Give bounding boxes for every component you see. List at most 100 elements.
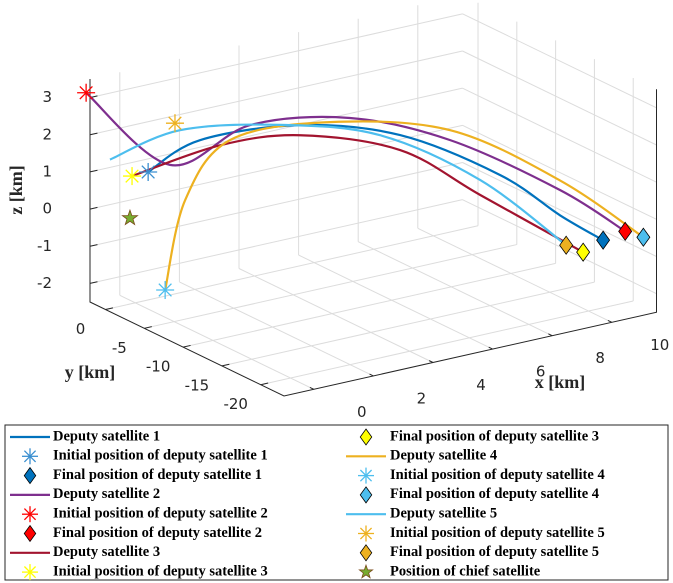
series-line [131, 134, 584, 254]
legend-label: Initial position of deputy satellite 1 [53, 448, 268, 464]
legend-label: Initial position of deputy satellite 3 [53, 563, 268, 579]
legend-label: Final position of deputy satellite 1 [53, 467, 262, 483]
legend-label: Initial position of deputy satellite 2 [53, 506, 268, 522]
legend-label: Position of chief satellite [390, 563, 541, 579]
y-tick-label: -10 [146, 358, 171, 376]
legend-marker [359, 544, 373, 562]
grid-line [462, 199, 657, 295]
point-marker [618, 221, 633, 242]
grid-line [89, 124, 463, 210]
y-tick-label: -20 [223, 395, 248, 413]
point-marker [165, 114, 184, 133]
z-tick [89, 206, 98, 210]
marker-stroke [23, 450, 37, 463]
grid-line [357, 241, 553, 337]
series-line [147, 123, 604, 242]
grid-line [89, 87, 463, 173]
marker-stroke [23, 566, 37, 579]
legend-label: Deputy satellite 5 [390, 506, 497, 522]
legend-marker [22, 448, 38, 465]
point-marker [121, 208, 139, 226]
point-marker [77, 83, 96, 102]
grid-line [179, 281, 374, 377]
y-axis-label: y [km] [65, 362, 116, 382]
x-axis-label: x [km] [535, 372, 586, 392]
x-tick-label: 8 [595, 349, 605, 367]
legend-label: Deputy satellite 3 [53, 544, 160, 560]
legend-label: Final position of deputy satellite 4 [390, 486, 599, 502]
z-tick [89, 132, 98, 136]
marker-stroke [125, 169, 139, 183]
legend-marker [23, 466, 37, 485]
legend-label: Deputy satellite 1 [53, 428, 160, 444]
legend-marker [22, 506, 38, 523]
z-tick-label: -2 [37, 274, 52, 292]
grid-line [105, 225, 479, 311]
grid-line [144, 244, 517, 329]
point-marker [596, 230, 611, 250]
x-tick-label: 10 [650, 336, 669, 354]
legend-marker [358, 563, 374, 579]
legend-marker [359, 428, 373, 446]
grid-line [417, 227, 613, 323]
point-marker [156, 281, 175, 300]
legend-marker [22, 564, 38, 581]
series-line [109, 123, 567, 247]
y-tick [144, 326, 152, 329]
grid-line [462, 13, 657, 109]
z-tick-label: -1 [37, 237, 52, 255]
grid-line [238, 268, 434, 363]
y-tick [221, 363, 230, 367]
marker-stroke [79, 85, 93, 100]
point-marker [139, 163, 158, 182]
marker-stroke [141, 165, 155, 179]
grid-line [462, 124, 657, 220]
grid-line [462, 87, 657, 183]
legend-marker [23, 524, 37, 543]
grid-line [89, 162, 463, 247]
grid-line [89, 13, 463, 99]
grid-line [462, 162, 657, 257]
grid-line [183, 262, 556, 348]
y-tick [105, 307, 114, 311]
z-tick [89, 244, 98, 247]
series-line [164, 120, 644, 291]
marker-stroke [359, 469, 373, 482]
z-tick-label: 0 [42, 200, 52, 218]
legend-marker [358, 467, 374, 484]
legend-label: Final position of deputy satellite 5 [390, 544, 599, 560]
point-marker [576, 242, 591, 262]
grid-line [89, 50, 463, 136]
marker-stroke [359, 527, 373, 540]
z-tick-label: 3 [42, 88, 52, 106]
marker-stroke [23, 508, 37, 521]
grid-line [260, 300, 634, 386]
x-tick-label: 2 [417, 389, 427, 407]
x-tick-label: 6 [536, 363, 546, 381]
y-tick [183, 344, 191, 348]
y-tick-label: -15 [185, 376, 210, 394]
axis-line [89, 79, 657, 397]
point-marker [123, 167, 142, 186]
point-marker [559, 235, 574, 255]
legend-box [4, 424, 669, 581]
grid-line [462, 50, 657, 146]
point-marker [636, 227, 651, 247]
back-pane [90, 0, 463, 302]
z-axis-label: z [km] [6, 165, 26, 214]
legend-label: Deputy satellite 2 [53, 486, 160, 502]
legend-label: Deputy satellite 4 [390, 448, 497, 464]
x-tick-label: 4 [476, 376, 486, 394]
z-tick [89, 169, 98, 173]
x-tick-label: 0 [357, 403, 367, 421]
marker-stroke [158, 283, 172, 297]
legend-marker [359, 486, 373, 504]
series-line [85, 91, 626, 233]
y-tick-label: -5 [112, 339, 127, 357]
z-tick [89, 281, 98, 284]
z-tick-label: 2 [42, 125, 52, 143]
legend-label: Initial position of deputy satellite 5 [390, 525, 605, 541]
legend-label: Final position of deputy satellite 3 [390, 428, 599, 444]
y-tick [260, 382, 269, 386]
y-tick-label: 0 [76, 320, 86, 338]
